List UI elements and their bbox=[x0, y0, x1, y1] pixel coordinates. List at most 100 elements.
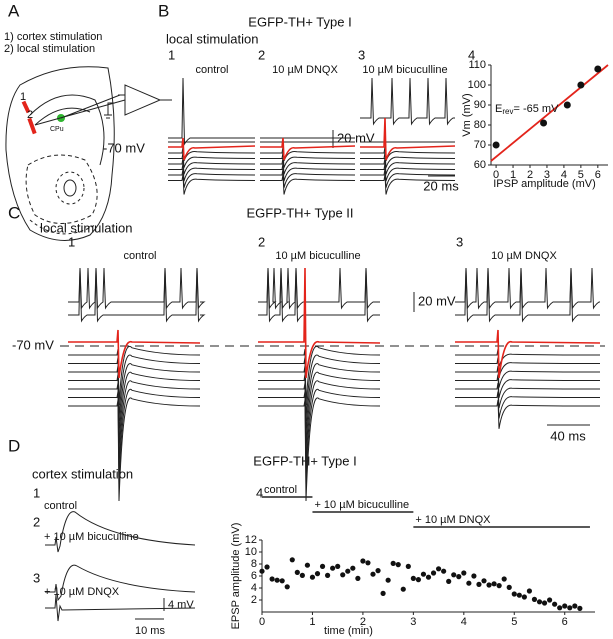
point bbox=[370, 571, 376, 577]
trace bbox=[258, 371, 381, 454]
trace bbox=[260, 137, 356, 161]
scale-label: 4 mV bbox=[168, 599, 194, 611]
x-tick-label: 6 bbox=[595, 169, 601, 181]
point bbox=[536, 599, 543, 605]
panel-letter: D bbox=[8, 436, 20, 455]
region-label: CPu bbox=[50, 126, 64, 133]
trace bbox=[168, 168, 256, 188]
condition-number: 2 bbox=[258, 234, 265, 249]
trace bbox=[360, 77, 455, 126]
fit-line bbox=[490, 64, 609, 162]
point bbox=[380, 590, 386, 597]
condition-number: 3 bbox=[358, 47, 365, 62]
trace bbox=[68, 380, 201, 470]
condition-label: + 10 µM bicuculline bbox=[44, 531, 139, 543]
marker-label: 2 bbox=[27, 109, 33, 121]
point bbox=[269, 576, 275, 582]
y-tick-label: 70 bbox=[474, 139, 486, 151]
point bbox=[435, 566, 442, 572]
condition-label: 10 µM DNQX bbox=[491, 250, 557, 262]
point bbox=[481, 578, 487, 584]
condition-number: 2 bbox=[258, 47, 265, 62]
point bbox=[355, 575, 361, 582]
point bbox=[289, 557, 295, 563]
brain-schematic bbox=[5, 66, 172, 241]
point bbox=[563, 101, 571, 109]
trace bbox=[68, 267, 206, 310]
trace bbox=[455, 267, 600, 310]
trace bbox=[455, 329, 601, 379]
condition-label: 10 µM bicuculline bbox=[275, 250, 360, 262]
trace bbox=[360, 157, 456, 175]
point bbox=[557, 605, 563, 611]
y-tick-label: 8 bbox=[251, 558, 257, 570]
y-tick-label: 90 bbox=[474, 99, 486, 111]
condition-label: control bbox=[123, 250, 156, 262]
trace bbox=[168, 174, 256, 195]
trace bbox=[168, 152, 256, 168]
trace bbox=[68, 397, 201, 502]
trace bbox=[260, 157, 356, 175]
point bbox=[309, 574, 316, 580]
condition-number: 2 bbox=[33, 514, 40, 529]
trace bbox=[455, 348, 601, 368]
point bbox=[375, 568, 381, 574]
y-tick-label: 12 bbox=[245, 534, 257, 546]
trace bbox=[455, 357, 601, 378]
y-tick-label: 6 bbox=[251, 570, 257, 582]
point bbox=[304, 562, 311, 568]
trace bbox=[360, 117, 456, 161]
point bbox=[264, 564, 270, 570]
point bbox=[486, 582, 492, 588]
period-label: + 10 µM bicuculline bbox=[314, 499, 409, 511]
trace bbox=[258, 267, 381, 379]
y-tick-label: 80 bbox=[474, 119, 486, 131]
point bbox=[284, 584, 290, 590]
scale-label: 20 ms bbox=[423, 178, 459, 193]
point bbox=[562, 603, 568, 609]
condition-label: control bbox=[195, 64, 228, 76]
trace bbox=[360, 174, 456, 195]
annotation-subscript: rev bbox=[502, 107, 513, 116]
baseline-label: -70 mV bbox=[103, 140, 145, 155]
trace bbox=[45, 511, 196, 553]
trace bbox=[258, 345, 381, 406]
trace bbox=[258, 397, 381, 502]
baseline-label: -70 mV bbox=[12, 337, 54, 352]
point bbox=[274, 577, 280, 583]
point bbox=[345, 568, 351, 574]
point bbox=[330, 565, 336, 571]
scale-label: 10 ms bbox=[135, 625, 165, 637]
panel-letter: A bbox=[8, 1, 20, 20]
annotation: Erev= -65 mV bbox=[495, 103, 559, 116]
panel-letter: C bbox=[8, 203, 20, 222]
point bbox=[360, 558, 366, 564]
legend-item: 1) cortex stimulation bbox=[4, 31, 102, 43]
trace bbox=[168, 163, 256, 182]
y-tick-label: 100 bbox=[468, 79, 486, 91]
point bbox=[471, 573, 477, 579]
point bbox=[410, 575, 416, 582]
scale-label: 20 mV bbox=[418, 293, 456, 308]
point bbox=[451, 572, 457, 578]
point bbox=[540, 119, 548, 127]
point bbox=[446, 578, 452, 585]
point bbox=[299, 572, 305, 579]
point bbox=[335, 563, 341, 570]
y-tick-label: 10 bbox=[245, 546, 257, 558]
trace bbox=[455, 267, 600, 323]
condition-number: 1 bbox=[33, 485, 40, 500]
trace bbox=[68, 388, 201, 486]
condition-number: 3 bbox=[33, 570, 40, 585]
annotation-symbol: E bbox=[495, 103, 502, 115]
trace bbox=[455, 382, 601, 409]
point bbox=[594, 65, 602, 73]
point bbox=[577, 605, 583, 612]
scale-label: 40 ms bbox=[550, 428, 586, 443]
point bbox=[441, 568, 447, 574]
point bbox=[400, 586, 406, 592]
annotation-text: = -65 mV bbox=[513, 103, 559, 115]
y-axis-label: EPSP amplitude (mV) bbox=[230, 523, 242, 630]
point bbox=[324, 572, 331, 579]
point bbox=[259, 568, 265, 574]
